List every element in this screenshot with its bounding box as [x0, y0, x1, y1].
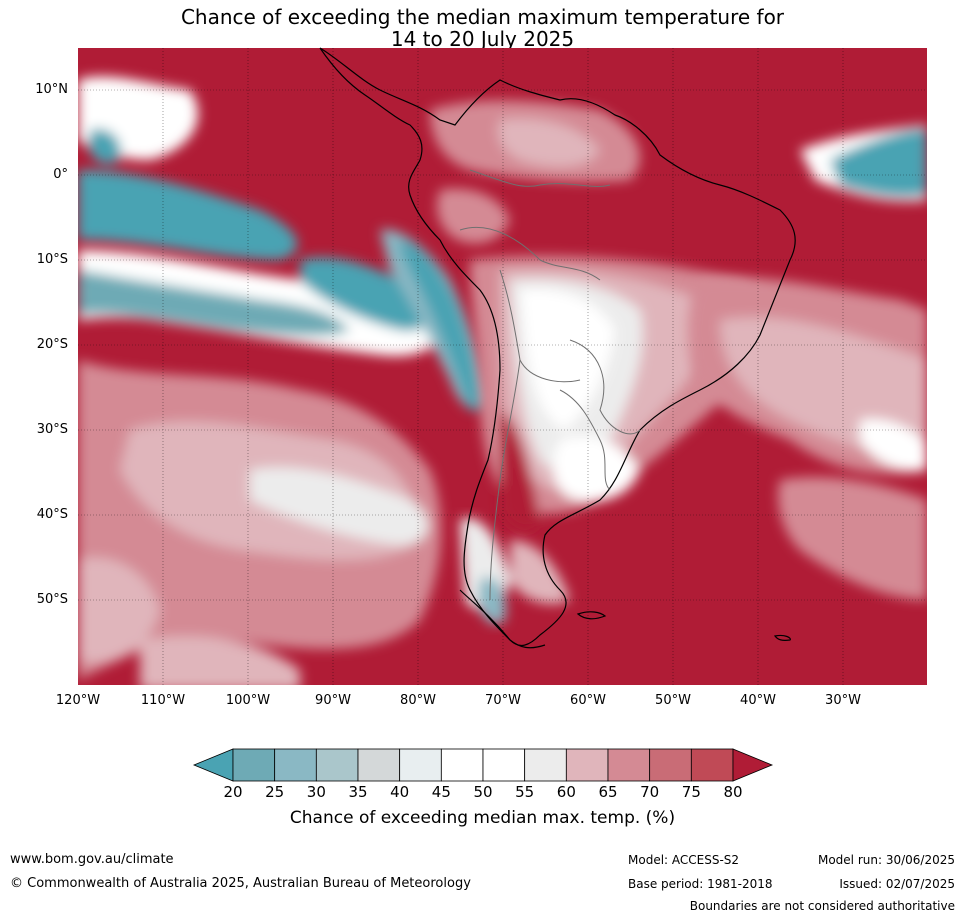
base-period: Base period: 1981-2018: [628, 877, 773, 891]
colorbar-cell: [232, 748, 276, 782]
colorbar-tick-label: 35: [348, 783, 368, 801]
colorbar-tick-label: 75: [681, 783, 701, 801]
map-title-line-1: Chance of exceeding the median maximum t…: [180, 5, 785, 29]
latitude-label: 50°S: [36, 592, 68, 607]
latitude-label: 10°S: [36, 252, 68, 267]
longitude-label: 30°W: [825, 693, 861, 708]
colorbar-tick-label: 40: [390, 783, 410, 801]
website-link[interactable]: www.bom.gov.au/climate: [10, 852, 174, 867]
boundary-disclaimer: Boundaries are not considered authoritat…: [689, 899, 955, 913]
colorbar-tick-label: 45: [431, 783, 451, 801]
colorbar-cell: [315, 748, 359, 782]
colorbar: [192, 748, 774, 782]
map-title-line-2: 14 to 20 July 2025: [390, 27, 575, 51]
model-run: Model run: 30/06/2025: [817, 853, 955, 867]
colorbar-high-arrow: [732, 748, 774, 782]
colorbar-tick-label: 20: [223, 783, 243, 801]
map-graticule: [78, 48, 927, 685]
colorbar-cell: [690, 748, 734, 782]
colorbar-cell: [565, 748, 609, 782]
colorbar-cell: [607, 748, 651, 782]
colorbar-cell: [482, 748, 526, 782]
longitude-label: 80°W: [400, 693, 436, 708]
latitude-label: 40°S: [36, 507, 68, 522]
country-borders: [459, 169, 641, 601]
model-name: Model: ACCESS-S2: [628, 853, 740, 867]
colorbar-cell: [649, 748, 692, 782]
colorbar-tick-label: 50: [473, 783, 493, 801]
colorbar-tick-label: 70: [640, 783, 660, 801]
colorbar-cell: [357, 748, 401, 782]
colorbar-cell: [524, 748, 567, 782]
colorbar-tick-label: 65: [598, 783, 618, 801]
colorbar-label: Chance of exceeding median max. temp. (%…: [289, 808, 676, 828]
latitude-label: 30°S: [36, 422, 68, 437]
longitude-label: 40°W: [740, 693, 776, 708]
issued-date: Issued: 02/07/2025: [839, 877, 955, 891]
colorbar-tick-label: 25: [265, 783, 285, 801]
latitude-label: 10°N: [35, 82, 68, 97]
latitude-label: 20°S: [36, 337, 68, 352]
colorbar-cell: [399, 748, 442, 782]
colorbar-tick-label: 55: [515, 783, 535, 801]
colorbar-tick-label: 30: [306, 783, 326, 801]
longitude-label: 50°W: [655, 693, 691, 708]
colorbar-tick-label: 60: [556, 783, 576, 801]
longitude-label: 110°W: [140, 693, 186, 708]
longitude-label: 70°W: [485, 693, 521, 708]
coastline: [319, 47, 796, 649]
copyright-text: © Commonwealth of Australia 2025, Austra…: [10, 876, 471, 891]
colorbar-tick-label: 80: [723, 783, 743, 801]
longitude-label: 60°W: [570, 693, 606, 708]
longitude-label: 120°W: [55, 693, 101, 708]
latitude-label: 0°: [53, 167, 68, 182]
colorbar-cell: [274, 748, 317, 782]
probability-field: [78, 48, 927, 685]
longitude-label: 90°W: [315, 693, 351, 708]
colorbar-cell: [440, 748, 484, 782]
colorbar-low-arrow: [192, 748, 234, 782]
colorbar-cells: [232, 748, 734, 782]
longitude-label: 100°W: [225, 693, 271, 708]
